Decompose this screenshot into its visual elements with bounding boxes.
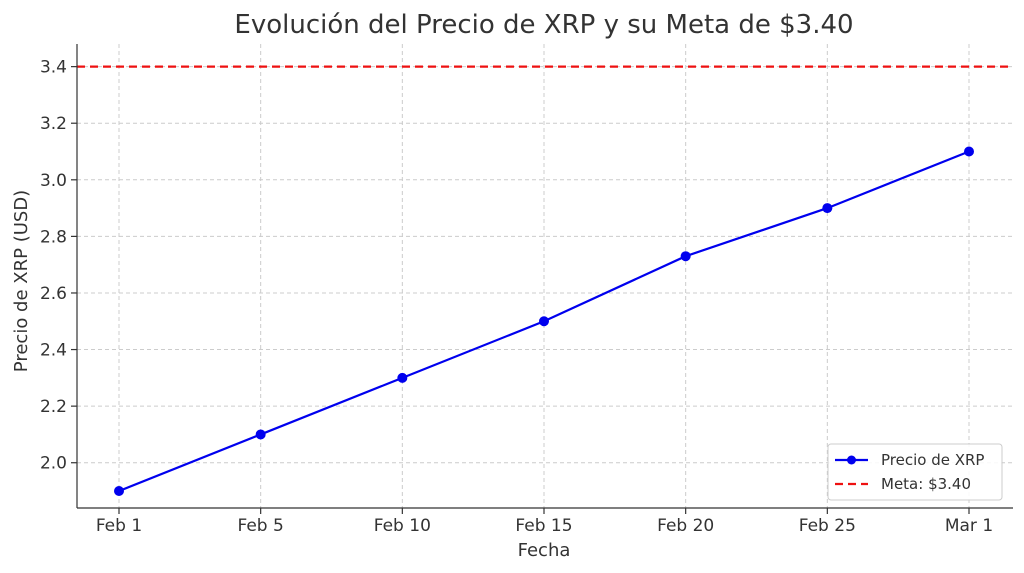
x-tick-label: Feb 1 (96, 516, 142, 536)
y-tick-label: 2.6 (40, 284, 67, 304)
price-point (397, 372, 408, 383)
axes: Feb 1 Feb 5 Feb 10 Feb 15 Feb 20 Feb 25 Mar 1 2… (40, 44, 1013, 536)
price-point (680, 251, 691, 262)
price-point (964, 146, 974, 157)
series-layer (114, 146, 974, 497)
x-tick-label: Mar 1 (945, 516, 993, 536)
x-tick-label: Feb 25 (799, 516, 856, 536)
legend-box (827, 443, 1003, 501)
price-point (822, 203, 833, 214)
chart-title: Evolución del Precio de XRP y su Meta de… (234, 10, 853, 40)
y-tick-label: 3.2 (40, 114, 67, 134)
x-tick-label: Feb 15 (515, 516, 572, 536)
x-tick-label: Feb 5 (238, 516, 284, 536)
y-axis-label: Precio de XRP (USD) (11, 190, 32, 372)
y-tick-label: 2.2 (40, 397, 67, 417)
x-tick-label: Feb 10 (374, 516, 431, 536)
legend-target-label: Meta: $3.40 (881, 475, 971, 493)
legend: Precio de XRP Meta: $3.40 (827, 443, 1003, 501)
price-point (539, 316, 549, 327)
price-point (114, 486, 124, 497)
grid (77, 44, 1013, 508)
price-point (255, 429, 266, 440)
x-tick-label: Feb 20 (657, 516, 714, 536)
y-tick-label: 3.4 (40, 58, 67, 78)
y-tick-label: 2.4 (40, 341, 67, 361)
y-tick-label: 2.8 (40, 227, 67, 247)
y-tick-label: 2.0 (40, 454, 67, 474)
legend-series-label: Precio de XRP (881, 451, 984, 469)
x-axis-label: Fecha (518, 540, 571, 561)
y-tick-label: 3.0 (40, 171, 67, 191)
legend-series-marker (847, 455, 856, 465)
